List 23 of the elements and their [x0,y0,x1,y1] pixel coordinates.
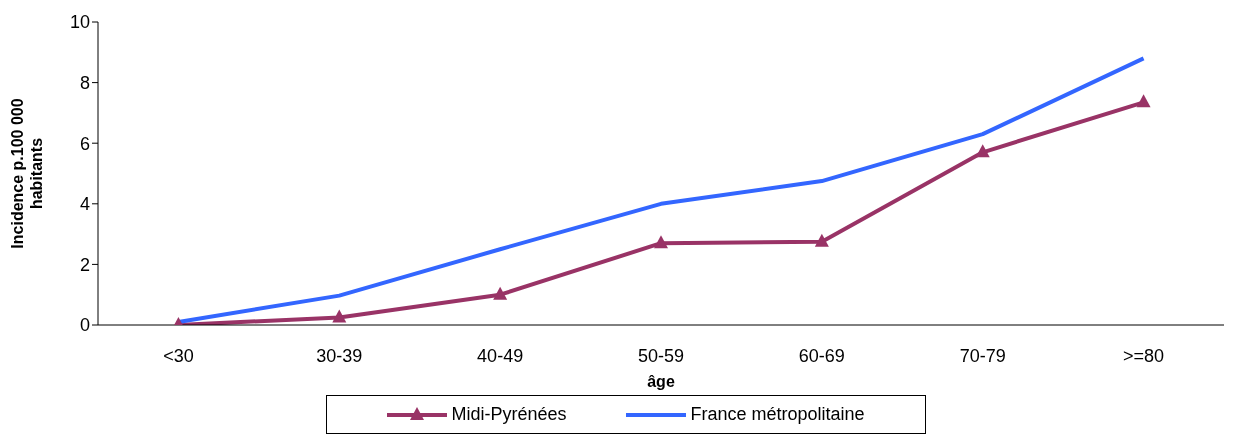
y-tick-label: 0 [79,315,90,336]
y-tick-label: 2 [79,254,90,275]
x-tick-label: 70-79 [959,345,1006,366]
point [654,235,668,249]
point [332,309,347,323]
x-tick-label: >=80 [1123,345,1165,366]
point [1136,94,1151,108]
x-tick-label: 30-39 [316,345,363,366]
y-tick-label: 6 [79,133,90,154]
legend-label: France métropolitaine [690,404,865,425]
y-tick-label: 8 [79,72,90,93]
x-tick-label: <30 [163,345,194,366]
point [975,144,990,158]
x-axis-title: âge [647,373,675,390]
y-axis-title: Incidence p.100 000 habitants [9,98,45,249]
point [814,233,829,247]
x-tick-label: 50-59 [637,345,685,366]
y-tick-label: 10 [69,12,90,33]
x-tick-label: 40-49 [477,345,524,366]
point [493,286,508,300]
legend-label: Midi-Pyrénées [451,404,567,425]
y-tick-label: 4 [79,194,90,215]
x-tick-label: 60-69 [798,345,845,366]
